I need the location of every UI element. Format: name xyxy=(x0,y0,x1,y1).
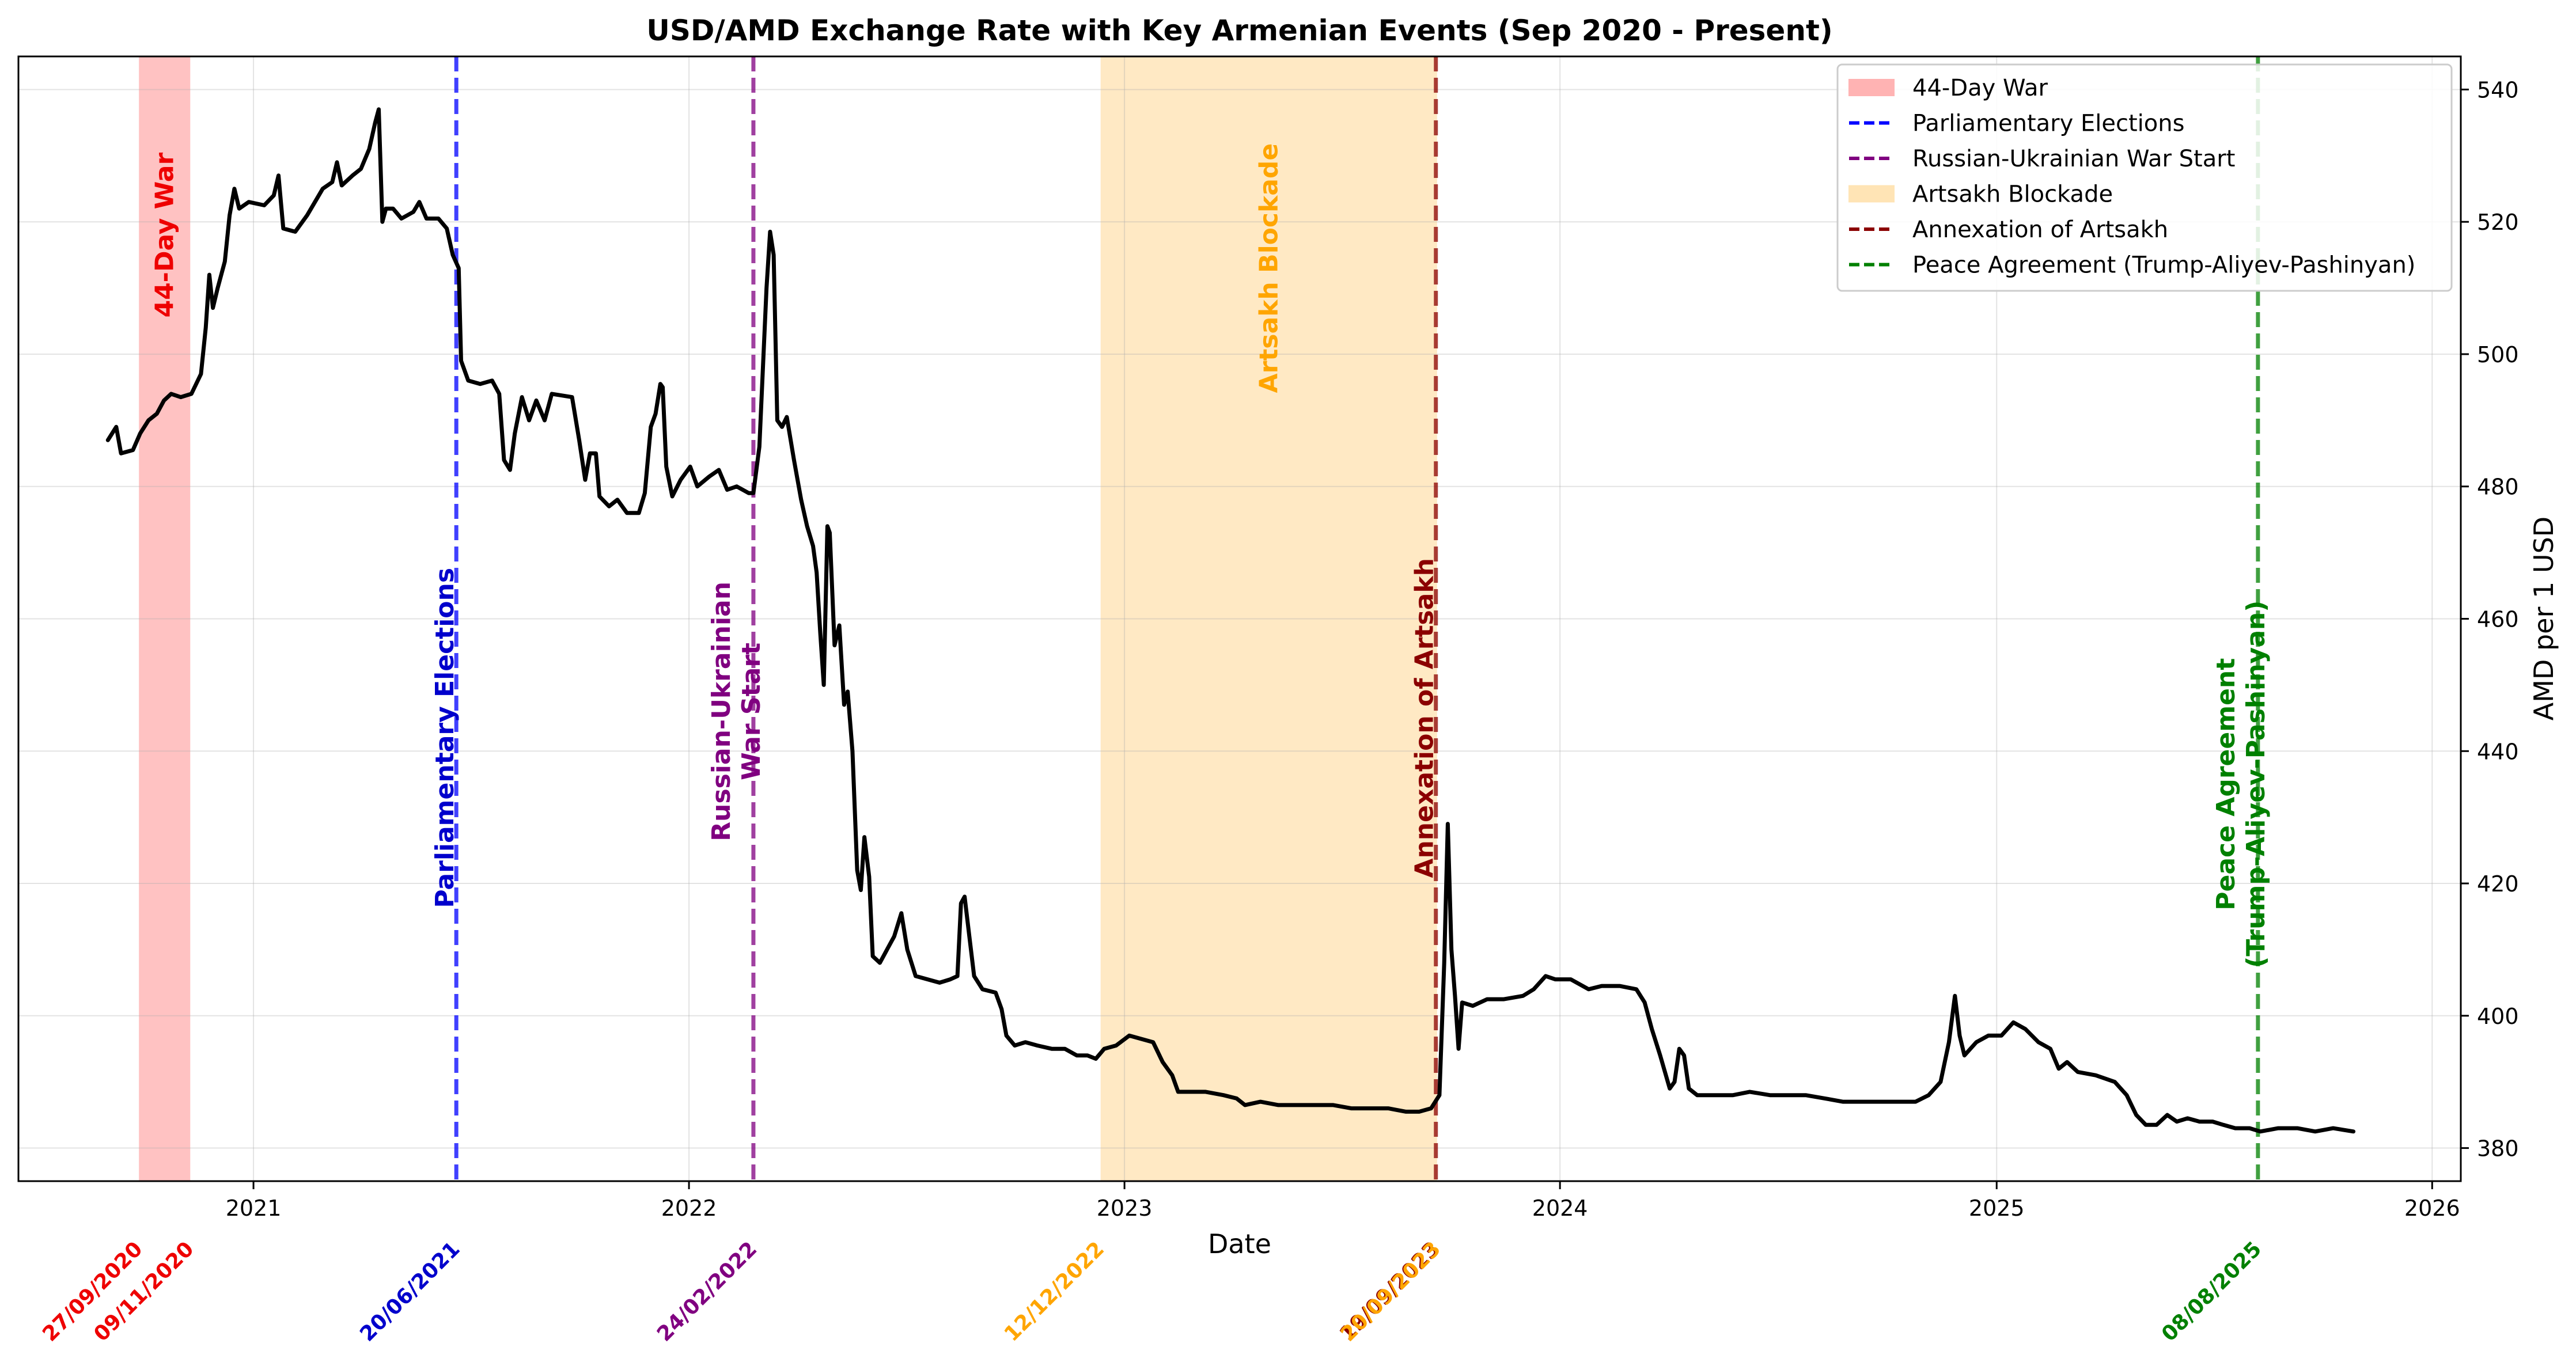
event-spans xyxy=(139,56,1437,1181)
x-tick-label-1: 2022 xyxy=(661,1196,717,1221)
x-axis-label: Date xyxy=(1208,1228,1271,1259)
event-label-0: Parliamentary Elections xyxy=(430,568,460,908)
legend-swatch-0 xyxy=(1848,79,1895,96)
x-tick-label-0: 2021 xyxy=(226,1196,282,1221)
event-lines xyxy=(454,56,2260,1181)
y-tick-label-2: 420 xyxy=(2477,871,2519,897)
event-span-1 xyxy=(1100,56,1437,1181)
x-tick-label-5: 2026 xyxy=(2404,1196,2460,1221)
span-label-0: 44-Day War xyxy=(150,153,180,318)
x-tick-label-3: 2024 xyxy=(1532,1196,1588,1221)
chart-title: USD/AMD Exchange Rate with Key Armenian … xyxy=(646,14,1832,47)
event-span-0 xyxy=(139,56,191,1181)
y-tick-label-0: 380 xyxy=(2477,1136,2519,1162)
event-labels: 44-Day War Artsakh Blockade Parliamentary … xyxy=(150,143,2271,968)
series-line-0 xyxy=(105,107,2356,1134)
x-tick-label-4: 2025 xyxy=(1969,1196,2025,1221)
y-tick-label-6: 500 xyxy=(2477,342,2519,367)
legend: 44-Day War Parliamentary Elections Russian… xyxy=(1836,63,2453,292)
event-label-1: Russian-UkrainianWar Start xyxy=(707,582,766,841)
y-tick-label-5: 480 xyxy=(2477,475,2519,500)
x-tick-label-2: 2023 xyxy=(1097,1196,1153,1221)
y-axis: 380 400 420 440 460 480 500 520 540 xyxy=(2461,77,2519,1162)
y-tick-label-1: 400 xyxy=(2477,1004,2519,1029)
event-label-2: Annexation of Artsakh xyxy=(1410,558,1439,878)
legend-label-5: Peace Agreement (Trump-Aliyev-Pashinyan) xyxy=(1912,252,2415,279)
y-tick-label-7: 520 xyxy=(2477,210,2519,235)
y-tick-label-3: 440 xyxy=(2477,739,2519,764)
legend-label-1: Parliamentary Elections xyxy=(1912,111,2184,137)
legend-label-2: Russian-Ukrainian War Start xyxy=(1912,146,2235,172)
x-axis: 2021 2022 2023 2024 2025 2026 xyxy=(226,1181,2460,1221)
rate-series xyxy=(105,107,2356,1134)
legend-label-3: Artsakh Blockade xyxy=(1912,181,2113,208)
y-tick-label-4: 460 xyxy=(2477,607,2519,632)
legend-box xyxy=(1836,63,2453,292)
legend-label-0: 44-Day War xyxy=(1912,75,2048,101)
event-label-3: Peace Agreement(Trump-Aliyev-Pashinyan) xyxy=(2211,601,2271,968)
span-label-1: Artsakh Blockade xyxy=(1255,143,1284,393)
y-axis-label: AMD per 1 USD xyxy=(2528,517,2559,720)
legend-swatch-3 xyxy=(1848,185,1895,203)
legend-label-4: Annexation of Artsakh xyxy=(1912,217,2168,243)
y-tick-label-8: 540 xyxy=(2477,77,2519,103)
